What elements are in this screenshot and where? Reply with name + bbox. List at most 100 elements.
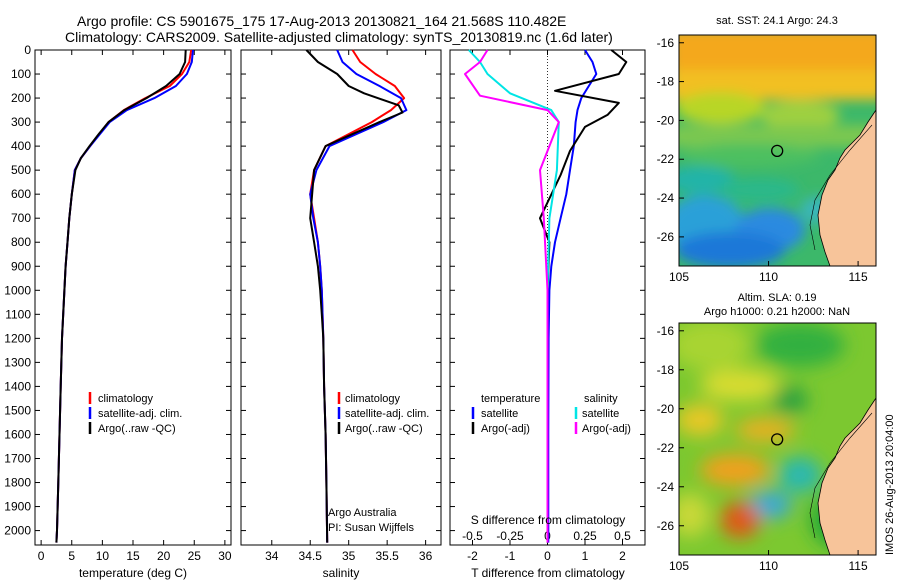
y-tick-label: 1700 — [4, 451, 31, 465]
y-tick-label: 1000 — [4, 283, 31, 297]
map-y-tick-label: -24 — [657, 191, 675, 205]
x-tick-label: 5 — [68, 549, 75, 563]
sla-land — [817, 397, 876, 555]
map-y-tick-label: -20 — [657, 113, 675, 127]
series-line-salinity-satellite — [468, 49, 560, 543]
x-tick-label: 34 — [265, 549, 279, 563]
y-tick-label: 1500 — [4, 403, 31, 417]
s-tick-label: 0.25 — [573, 529, 597, 543]
y-tick-label: 700 — [11, 211, 31, 225]
y-tick-label: 600 — [11, 187, 31, 201]
y-tick-label: 800 — [11, 235, 31, 249]
map-y-tick-label: -22 — [657, 441, 675, 455]
series-line-argo-raw-qc — [305, 49, 404, 543]
series-line-climatology — [55, 49, 193, 543]
temperature-legend: climatology satellite-adj. clim. Argo(..… — [88, 392, 182, 435]
x-tick-label: 35.5 — [375, 549, 399, 563]
difference-legend: temperature satellite Argo(-adj) salinit… — [471, 393, 631, 435]
legend-s-argo-label: Argo(-adj) — [582, 423, 631, 435]
legend-satellite-label: satellite-adj. clim. — [345, 408, 429, 420]
legend-t-satellite-label: satellite — [481, 408, 518, 420]
x-tick-label: -2 — [467, 549, 478, 563]
map-y-tick-label: -16 — [657, 36, 675, 50]
y-tick-label: 300 — [11, 115, 31, 129]
x-tick-label: 10 — [96, 549, 110, 563]
map-x-tick-label: 110 — [759, 559, 778, 573]
y-tick-label: 900 — [11, 259, 31, 273]
x-tick-label: 15 — [126, 549, 140, 563]
series-line-argo-raw-qc — [55, 49, 187, 543]
map-y-tick-label: -18 — [657, 75, 675, 89]
map-y-tick-label: -26 — [657, 519, 675, 533]
x-tick-label: 36 — [419, 549, 433, 563]
annotation-argo-australia: Argo Australia — [328, 507, 397, 519]
temperature-x-label: temperature (deg C) — [79, 566, 187, 580]
annotation-pi-name: PI: Susan Wijffels — [328, 522, 414, 534]
map-y-tick-label: -20 — [657, 402, 675, 416]
map-x-tick-label: 105 — [669, 559, 689, 573]
figure-title-line-1: Argo profile: CS 5901675_175 17-Aug-2013… — [77, 13, 566, 29]
temperature-panel: 0 5 10 15 20 25 300100200300400500600700800900… — [4, 43, 232, 580]
series-line-climatology — [309, 49, 406, 543]
sla-map-frame — [678, 322, 877, 556]
sla-map-subtitle: Argo h1000: 0.21 h2000: NaN — [704, 306, 850, 318]
x-tick-label: 0 — [38, 549, 45, 563]
map-x-tick-label: 115 — [849, 559, 868, 573]
series-line-temperature-argo-adj — [539, 49, 628, 543]
y-tick-label: 1300 — [4, 355, 31, 369]
legend-satellite-label: satellite-adj. clim. — [98, 408, 182, 420]
sla-argo-location-marker — [771, 433, 784, 446]
map-x-tick-label: 105 — [669, 270, 689, 284]
y-tick-label: 1200 — [4, 331, 31, 345]
figure-title-line-2: Climatology: CARS2009. Satellite-adjuste… — [65, 29, 613, 45]
s-difference-label: S difference from climatology — [471, 513, 626, 527]
legend-argo-label: Argo(..raw -QC) — [98, 423, 176, 435]
x-tick-label: -1 — [505, 549, 516, 563]
legend-t-argo-label: Argo(-adj) — [481, 423, 530, 435]
x-tick-label: 30 — [218, 549, 232, 563]
map-y-tick-label: -24 — [657, 480, 675, 494]
salinity-plot-frame — [240, 49, 442, 546]
sst-map: sat. SST: 24.1 Argo: 24.3 105 110 — [657, 15, 877, 284]
salinity-legend: climatology satellite-adj. clim. Argo(..… — [337, 392, 429, 435]
legend-argo-label: Argo(..raw -QC) — [345, 423, 423, 435]
y-tick-label: 2000 — [4, 524, 31, 538]
sst-land — [817, 109, 876, 266]
y-tick-label: 500 — [11, 163, 31, 177]
s-tick-label: -0.5 — [462, 529, 483, 543]
y-tick-label: 1100 — [5, 307, 31, 321]
sla-heatmap — [679, 323, 876, 555]
map-y-tick-label: -16 — [657, 324, 675, 338]
x-tick-label: 25 — [188, 549, 202, 563]
difference-panel: -2 -1 0 1 2-0.5 -0.25 0 0.25 0.5 S difference fr… — [449, 49, 646, 580]
x-tick-label: 34.5 — [299, 549, 323, 563]
sla-coast-shelf — [809, 412, 873, 539]
sst-map-title: sat. SST: 24.1 Argo: 24.3 — [716, 15, 838, 27]
x-tick-label: 20 — [157, 549, 171, 563]
imos-credit: IMOS 26-Aug-2013 20:04:00 — [884, 414, 896, 555]
sst-coast-shelf — [809, 124, 873, 251]
sst-heatmap — [679, 35, 876, 266]
s-tick-label: 0.5 — [614, 529, 631, 543]
y-tick-label: 1900 — [4, 500, 31, 514]
map-y-tick-label: -18 — [657, 363, 675, 377]
map-y-tick-label: -26 — [657, 230, 675, 244]
map-x-tick-label: 115 — [849, 270, 868, 284]
legend-temperature-title: temperature — [481, 393, 540, 405]
x-tick-label: 1 — [582, 549, 589, 563]
sla-map-title: Altim. SLA: 0.19 — [738, 292, 817, 304]
series-line-salinity-argo-adj — [464, 49, 560, 543]
legend-climatology-label: climatology — [98, 393, 154, 405]
salinity-panel: 34 34.5 35 35.5 36 salinity climatology sate… — [240, 49, 442, 580]
legend-salinity-title: salinity — [584, 393, 618, 405]
y-tick-label: 100 — [11, 67, 31, 81]
series-line-satellite-adj-clim — [55, 49, 194, 543]
salinity-x-label: salinity — [323, 566, 360, 580]
sst-map-frame — [678, 34, 877, 267]
series-line-satellite-adj-clim — [309, 49, 408, 543]
y-tick-label: 1400 — [4, 379, 31, 393]
y-tick-label: 1800 — [4, 476, 31, 490]
y-tick-label: 0 — [24, 43, 31, 57]
y-tick-label: 400 — [11, 139, 31, 153]
